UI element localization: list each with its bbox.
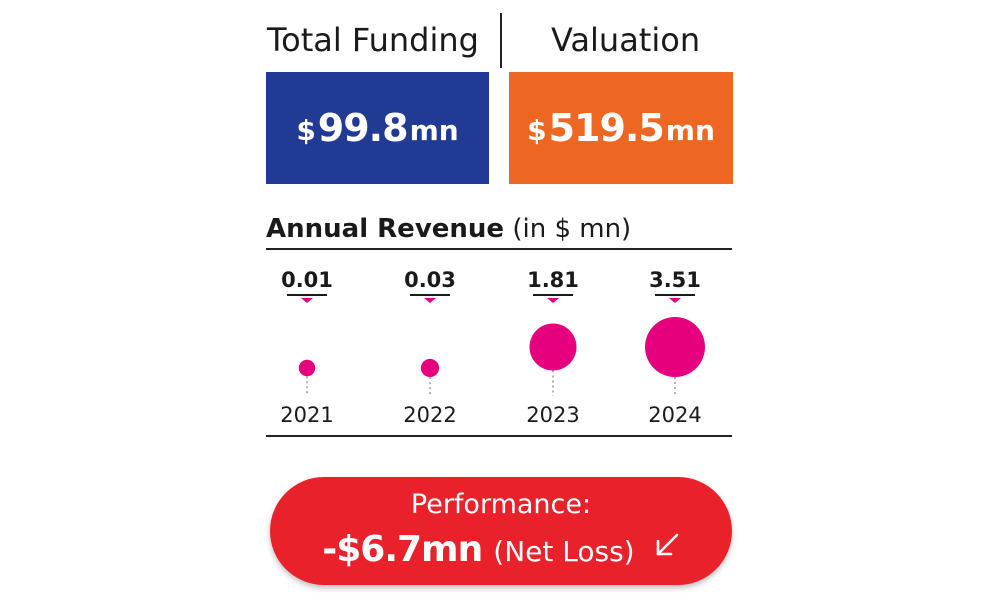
bubble-value-label: 1.81 [527, 268, 579, 292]
bubble-value-label: 3.51 [649, 268, 701, 292]
valuation-unit: mn [665, 113, 715, 147]
funding-currency: $ [296, 113, 316, 147]
performance-pill: Performance: -$6.7mn (Net Loss) [270, 477, 732, 585]
revenue-bubble [298, 359, 316, 377]
valuation-header: Valuation [551, 21, 701, 59]
performance-note: (Net Loss) [493, 535, 635, 568]
funding-unit: mn [409, 113, 459, 147]
valuation-box: $ 519.5 mn [509, 72, 733, 184]
performance-label: Performance: [410, 489, 592, 520]
pointer-triangle [669, 298, 681, 303]
annual-revenue-title: Annual Revenue (in $ mn) [266, 212, 631, 246]
revenue-bubble [420, 358, 440, 378]
funding-value: 99.8 [317, 106, 409, 150]
revenue-title-unit: (in $ mn) [512, 214, 632, 244]
performance-line: -$6.7mn (Net Loss) [270, 527, 732, 580]
revenue-top-rule [266, 248, 732, 250]
revenue-bubble [645, 317, 705, 377]
year-label: 2022 [403, 403, 456, 427]
revenue-title-bold: Annual Revenue [266, 214, 505, 244]
year-label: 2023 [526, 403, 579, 427]
total-funding-header: Total Funding [267, 21, 479, 59]
performance-value: -$6.7mn [322, 529, 483, 570]
year-label: 2024 [648, 403, 701, 427]
pointer-triangle [424, 298, 436, 303]
bubble-value-label: 0.03 [404, 268, 456, 292]
arrow-down-left-icon [654, 530, 680, 576]
header-divider [500, 13, 502, 68]
total-funding-box: $ 99.8 mn [266, 72, 489, 184]
valuation-currency: $ [527, 113, 547, 147]
pointer-triangle [547, 298, 559, 303]
year-label: 2021 [280, 403, 333, 427]
revenue-bubble [529, 323, 577, 371]
revenue-bottom-rule [266, 435, 732, 437]
bubble-value-label: 0.01 [281, 268, 333, 292]
valuation-value: 519.5 [548, 106, 665, 150]
pointer-triangle [301, 298, 313, 303]
